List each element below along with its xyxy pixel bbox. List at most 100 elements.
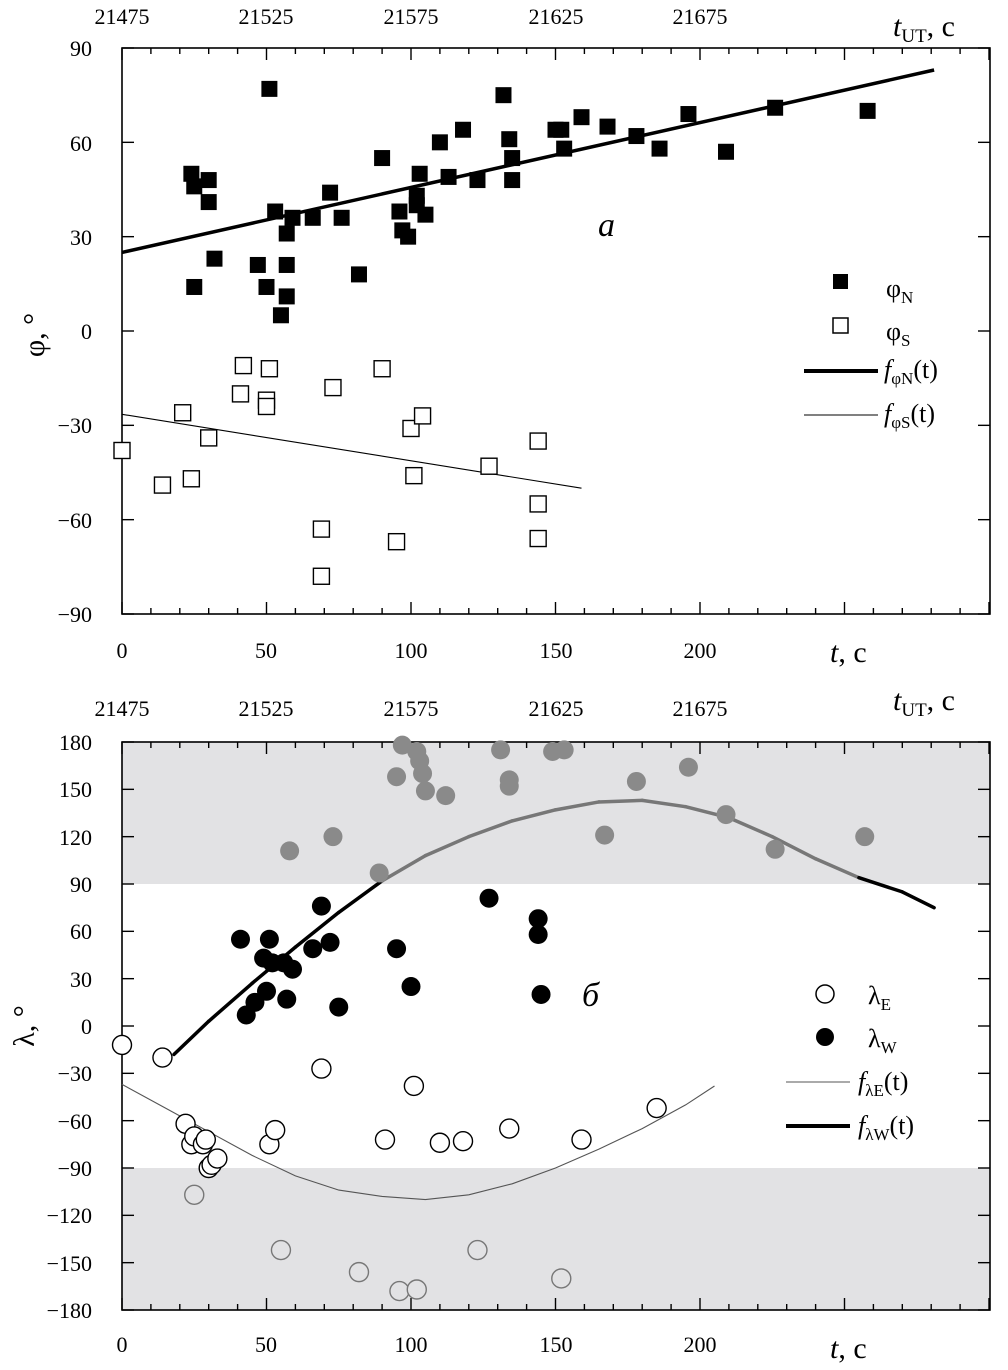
data-point-phi-n <box>272 307 289 324</box>
x-tick-label: 50 <box>255 1332 277 1357</box>
data-point-lambda-w <box>626 771 646 791</box>
legend-symbol-filled-circle <box>816 1028 834 1046</box>
data-point-phi-n <box>718 143 735 160</box>
data-point-phi-n <box>258 278 275 295</box>
data-point-phi-s <box>413 407 432 425</box>
data-point-phi-n <box>680 106 697 123</box>
data-point-phi-s <box>153 476 172 494</box>
data-point-lambda-w <box>277 989 297 1009</box>
data-point-lambda-w <box>499 776 519 796</box>
x-tick-label: 0 <box>117 1332 128 1357</box>
data-point-lambda-w <box>531 984 551 1004</box>
data-point-phi-n <box>431 134 448 151</box>
panel-a: 21475 21525 21575 21625 21675 tUT, с 90 … <box>18 4 991 669</box>
data-point-lambda-w <box>230 929 250 949</box>
data-point-lambda-w <box>765 839 785 859</box>
x-tick-label: 100 <box>395 1332 428 1357</box>
x-axis-tick-labels: 0 50 100 150 200 <box>117 1332 717 1357</box>
panel-b: 21475 21525 21575 21625 21675 tUT, с 180… <box>8 684 991 1365</box>
data-point-lambda-w <box>855 827 875 847</box>
legend-label: φN <box>886 274 913 307</box>
data-point-lambda-w <box>479 888 499 908</box>
data-point-phi-n <box>599 118 616 135</box>
data-point-phi-n <box>186 278 203 295</box>
data-point-lambda-w <box>678 757 698 777</box>
data-point-lambda-w <box>387 767 407 787</box>
x-tick-label: 0 <box>117 638 128 663</box>
data-point-lambda-e <box>499 1118 520 1139</box>
data-point-phi-s <box>529 432 547 450</box>
data-point-phi-n <box>200 172 217 189</box>
y-axis-title: λ, ° <box>8 1005 41 1047</box>
data-point-phi-n <box>455 121 472 138</box>
legend-symbol-filled-square <box>833 274 848 289</box>
data-point-phi-n <box>284 209 301 226</box>
data-point-phi-n <box>628 128 645 145</box>
fit-line <box>121 1083 715 1201</box>
data-point-phi-s <box>312 520 331 538</box>
y-tick-label: −180 <box>47 1298 92 1323</box>
fit-line-segment <box>857 875 905 894</box>
fit-line-segment <box>293 910 341 949</box>
data-point-phi-n <box>651 140 668 157</box>
y-tick-label: −60 <box>58 1109 92 1134</box>
data-point-lambda-e <box>403 1075 425 1097</box>
top-tick-label: 21525 <box>239 696 294 721</box>
data-point-phi-n <box>278 256 295 273</box>
data-point-lambda-e <box>270 1239 292 1261</box>
data-point-phi-n <box>183 165 200 182</box>
data-point-lambda-e <box>646 1097 667 1119</box>
data-point-lambda-w <box>387 939 407 959</box>
y-tick-label: 180 <box>59 730 92 755</box>
legend-label: fφS(t) <box>884 399 935 432</box>
data-point-phi-n <box>504 172 521 189</box>
data-point-lambda-e <box>152 1047 173 1068</box>
fit-line <box>121 68 935 255</box>
data-point-phi-n <box>767 99 784 116</box>
axis-ticks <box>121 47 990 615</box>
data-point-lambda-e <box>207 1148 228 1169</box>
data-point-lambda-w <box>311 896 331 916</box>
y-tick-label: −90 <box>58 1156 92 1181</box>
fit-line-segment <box>813 857 861 880</box>
data-point-phi-s <box>405 466 423 485</box>
fit-line <box>121 413 582 489</box>
y-tick-label: 60 <box>70 131 92 156</box>
legend-label: fφN(t) <box>884 355 938 388</box>
data-point-lambda-e <box>429 1132 451 1153</box>
data-point-phi-n <box>267 203 284 220</box>
data-point-phi-n <box>333 209 350 226</box>
fit-line-segment <box>380 853 428 883</box>
panel-label: б <box>582 977 601 1014</box>
fit-line-segment <box>510 808 558 823</box>
data-point-phi-n <box>573 109 590 126</box>
data-point-phi-n <box>350 266 367 283</box>
data-point-lambda-w <box>436 786 456 806</box>
data-point-lambda-e <box>467 1239 488 1261</box>
data-point-phi-n <box>206 250 223 267</box>
panel-label: a <box>598 207 615 244</box>
x-tick-label: 200 <box>684 638 717 663</box>
data-point-lambda-w <box>716 805 736 825</box>
top-tick-label: 21525 <box>239 4 294 29</box>
data-point-phi-s <box>529 495 547 513</box>
top-tick-label: 21625 <box>529 4 584 29</box>
data-point-phi-s <box>257 397 276 416</box>
data-point-phi-s <box>387 532 406 551</box>
y-tick-label: −90 <box>58 602 92 627</box>
data-point-phi-s <box>113 441 131 460</box>
data-point-phi-n <box>469 172 486 189</box>
top-tick-label: 21475 <box>95 4 150 29</box>
top-tick-label: 21625 <box>529 696 584 721</box>
y-tick-label: 60 <box>70 919 92 944</box>
data-point-lambda-e <box>184 1184 205 1206</box>
data-point-lambda-w <box>554 740 574 760</box>
data-point-lambda-w <box>528 924 548 944</box>
fit-line-segment <box>423 834 471 858</box>
data-point-phi-n <box>440 168 457 185</box>
y-axis-tick-labels: 180 150 120 90 60 30 0 −30 −60 −90 −120 … <box>47 730 92 1323</box>
data-point-lambda-e <box>374 1129 396 1150</box>
data-point-phi-s <box>231 385 250 403</box>
fit-line-segment <box>900 890 936 910</box>
